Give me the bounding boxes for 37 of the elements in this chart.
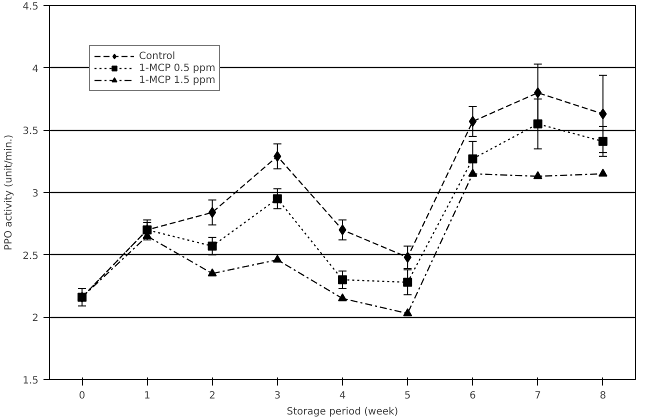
x-tick-label: 1: [144, 390, 150, 402]
point: [533, 171, 542, 180]
point: [598, 136, 608, 146]
legend-label: 1-MCP 1.5 ppm: [139, 74, 216, 86]
point: [338, 293, 347, 302]
point: [403, 308, 412, 316]
x-tick-label: 3: [274, 390, 281, 402]
y-tick-label: 4.5: [22, 2, 39, 12]
x-tick-label: 7: [534, 390, 542, 402]
point: [272, 254, 282, 263]
point: [533, 119, 542, 128]
y-tick-label: 3: [32, 188, 39, 200]
legend-label: 1-MCP 0.5 ppm: [139, 62, 216, 74]
x-tick-label: 5: [404, 390, 411, 402]
x-tick-label: 4: [339, 390, 346, 402]
point: [338, 275, 347, 284]
point: [468, 116, 477, 127]
point: [403, 278, 412, 287]
x-tick-label: 6: [470, 390, 476, 402]
y-tick-label: 4: [32, 64, 39, 75]
x-tick-label: 2: [209, 390, 216, 402]
point: [208, 242, 217, 251]
x-tick-label: 8: [600, 390, 606, 402]
legend-label: Control: [139, 50, 176, 62]
point: [598, 168, 608, 177]
point: [272, 194, 282, 204]
y-tick-label: 2: [32, 313, 39, 324]
y-tick-label: 1.5: [22, 376, 39, 386]
point: [468, 168, 478, 177]
y-tick-label: 3.5: [22, 126, 39, 138]
point: [208, 206, 216, 218]
point: [208, 268, 217, 276]
y-axis-title: PPO activity (unit/min.): [4, 134, 15, 250]
point: [468, 154, 478, 164]
y-tick-label: 2.5: [22, 250, 39, 262]
x-axis-title: Storage period (week): [286, 406, 398, 418]
x-tick-label: 0: [78, 390, 86, 402]
